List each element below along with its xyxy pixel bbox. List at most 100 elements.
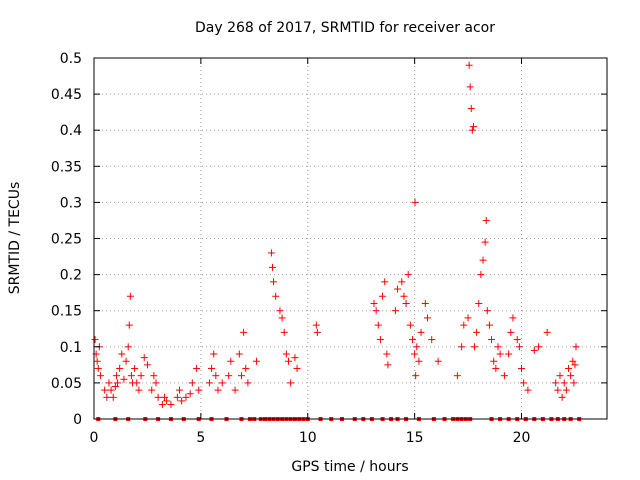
x-tick-label: 5 — [196, 430, 205, 446]
data-point — [120, 375, 128, 383]
data-point — [178, 397, 186, 405]
data-point — [103, 393, 111, 401]
data-point — [567, 372, 575, 380]
data-point — [381, 278, 389, 286]
data-point — [509, 314, 517, 322]
data-point — [118, 350, 126, 358]
data-point — [428, 336, 436, 344]
data-point — [237, 372, 245, 380]
data-point — [464, 314, 472, 322]
data-point — [240, 328, 248, 336]
data-point — [135, 386, 143, 394]
data-point — [518, 364, 525, 372]
data-point — [218, 379, 226, 387]
data-point — [127, 372, 135, 380]
data-point — [126, 292, 134, 300]
data-point — [417, 328, 425, 336]
data-point — [565, 364, 573, 372]
data-point — [379, 292, 387, 300]
data-point — [208, 364, 216, 372]
data-point — [571, 361, 579, 369]
data-point — [270, 278, 278, 286]
data-point — [570, 379, 578, 387]
data-point — [572, 343, 580, 351]
data-point — [276, 307, 284, 315]
data-point — [154, 393, 162, 401]
data-point — [133, 379, 141, 387]
data-point — [524, 386, 532, 394]
data-point — [482, 216, 490, 224]
data-point — [161, 393, 169, 401]
data-point — [434, 357, 442, 365]
data-point — [496, 350, 504, 358]
data-point — [242, 364, 250, 372]
data-point — [143, 361, 151, 369]
y-tick-label: 0.1 — [60, 340, 82, 356]
chart-title: Day 268 of 2017, SRMTID for receiver aco… — [195, 20, 495, 36]
y-tick-label: 0.05 — [51, 376, 82, 392]
data-point — [137, 372, 145, 380]
data-point — [163, 397, 171, 405]
data-point — [404, 271, 412, 279]
data-point — [465, 61, 473, 69]
data-point — [398, 278, 406, 286]
data-point — [421, 299, 429, 307]
x-tick-labels: 0 5 10 15 20 — [90, 430, 531, 446]
data-point — [469, 123, 477, 131]
data-point — [370, 299, 378, 307]
data-point — [384, 361, 392, 369]
data-point — [562, 386, 570, 394]
y-tick-label: 0.15 — [51, 304, 82, 320]
data-point — [483, 307, 491, 315]
data-point — [278, 314, 286, 322]
data-point — [124, 343, 132, 351]
data-point — [107, 386, 115, 394]
y-tick-labels: 0 0.05 0.1 0.15 0.2 0.25 0.3 0.35 0.4 0.45 0.5 — [51, 51, 82, 428]
data-point — [287, 379, 295, 387]
data-point — [458, 343, 466, 351]
data-point — [94, 364, 102, 372]
data-point — [188, 379, 196, 387]
data-point — [186, 390, 194, 398]
data-point — [150, 372, 158, 380]
data-point — [560, 379, 568, 387]
data-point — [182, 393, 190, 401]
data-point — [475, 299, 483, 307]
data-point — [225, 372, 233, 380]
x-tick-label: 20 — [513, 430, 531, 446]
x-axis-label: GPS time / hours — [291, 459, 408, 475]
data-point — [394, 285, 402, 293]
data-point — [227, 357, 235, 365]
data-point — [552, 379, 560, 387]
data-point — [513, 336, 521, 344]
y-tick-label: 0.4 — [60, 123, 82, 139]
data-point — [543, 328, 551, 336]
data-point — [372, 307, 380, 315]
data-point — [111, 383, 119, 391]
data-point — [313, 328, 321, 336]
data-point — [122, 357, 130, 365]
data-point — [554, 386, 562, 394]
data-point — [374, 321, 382, 329]
data-point — [477, 271, 485, 279]
data-point — [406, 321, 414, 329]
y-tick-label: 0.25 — [51, 232, 82, 248]
data-point — [492, 364, 500, 372]
data-point — [400, 292, 408, 300]
data-point — [470, 343, 478, 351]
data-point — [272, 292, 280, 300]
data-point — [408, 336, 416, 344]
data-point — [268, 263, 276, 271]
data-point — [280, 328, 288, 336]
data-point — [312, 321, 320, 329]
data-point — [558, 393, 566, 401]
grid — [94, 58, 607, 419]
y-tick-label: 0.2 — [60, 268, 82, 284]
data-point — [148, 386, 156, 394]
data-point — [500, 372, 508, 380]
data-point — [411, 350, 419, 358]
data-point — [158, 401, 166, 409]
data-point — [235, 350, 243, 358]
data-point — [423, 314, 431, 322]
y-tick-label: 0.3 — [60, 195, 82, 211]
